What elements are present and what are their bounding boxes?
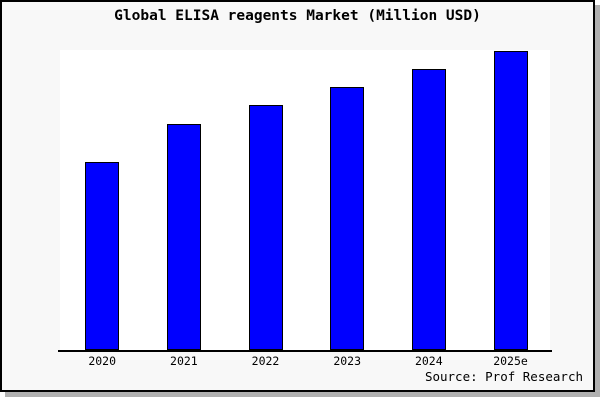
x-tick-label-2024: 2024 — [414, 354, 443, 368]
x-tick-label-2025e: 2025e — [493, 354, 528, 368]
bar-2023 — [330, 86, 365, 350]
x-tick-label-2021: 2021 — [170, 354, 198, 368]
chart-title: Global ELISA reagents Market (Million US… — [114, 8, 481, 24]
bar-2024 — [411, 68, 446, 350]
bar-2021 — [166, 124, 201, 350]
source-credit: Source: Prof Research — [424, 369, 583, 384]
bars-container — [60, 50, 550, 350]
x-axis-labels: 2020 2021 2022 2023 2024 2025e — [60, 355, 550, 369]
x-axis-line — [58, 350, 552, 352]
x-tick-label-2022: 2022 — [251, 354, 280, 368]
bar-2025e — [493, 51, 528, 350]
bar-2020 — [85, 161, 120, 350]
bar-2022 — [248, 104, 283, 350]
plot-area — [60, 50, 550, 350]
x-tick-label-2023: 2023 — [333, 354, 362, 368]
chart-panel: Global ELISA reagents Market (Million US… — [0, 0, 595, 392]
x-tick-label-2020: 2020 — [88, 354, 117, 368]
